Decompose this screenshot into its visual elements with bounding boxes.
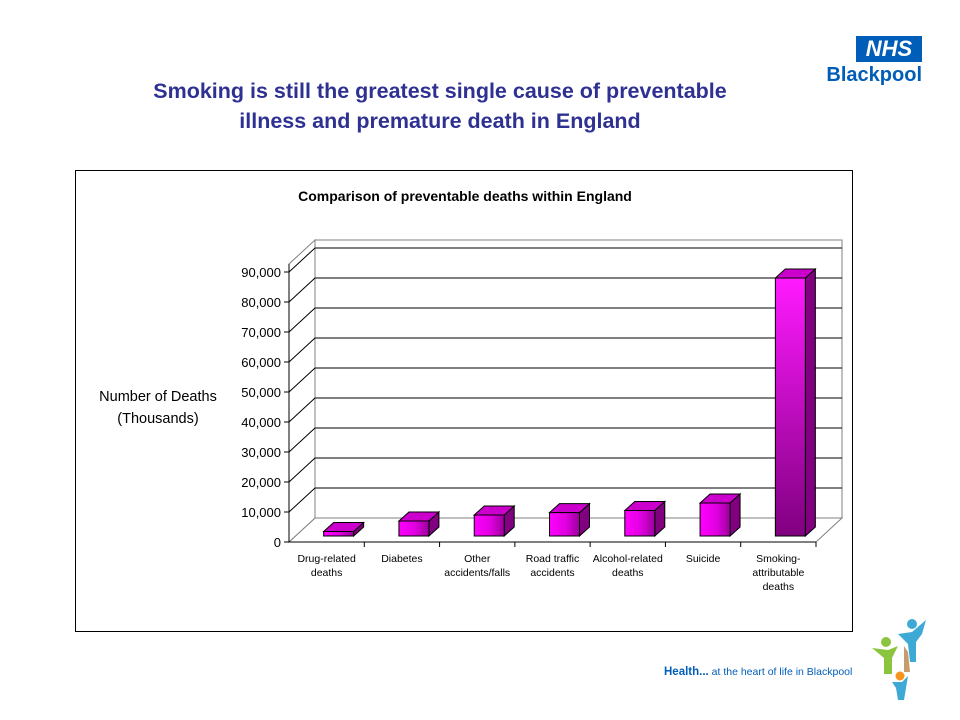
tagline-bold: Health...: [664, 666, 709, 678]
x-tick-label: Alcohol-related: [593, 553, 663, 565]
bar-front: [624, 510, 656, 537]
y-tick-label: 50,000: [241, 385, 281, 400]
bar: [397, 510, 441, 538]
bar-front: [323, 531, 355, 537]
bar: [472, 504, 516, 538]
bar-front: [699, 502, 731, 537]
x-tick-label: Drug-related: [297, 553, 356, 565]
x-tick-label: deaths: [763, 581, 795, 593]
x-tick-label: attributable: [752, 567, 804, 579]
y-tick-label: 30,000: [241, 445, 281, 460]
bar-front: [774, 277, 806, 537]
y-tick-label: 40,000: [241, 415, 281, 430]
y-tick-label: 90,000: [241, 265, 281, 280]
bar-front: [398, 520, 430, 537]
nhs-badge: NHS: [856, 36, 922, 62]
bar: [774, 267, 817, 538]
bar: [322, 521, 365, 538]
x-tick-label: deaths: [612, 567, 644, 579]
gridline: [288, 487, 842, 513]
health-people-logo: [872, 619, 926, 700]
bar: [623, 500, 667, 538]
chart-title: Comparison of preventable deaths within …: [298, 188, 632, 204]
nhs-org-name: Blackpool: [826, 64, 922, 86]
y-tick-label: 20,000: [241, 475, 281, 490]
slide-title-line-2: illness and premature death in England: [239, 109, 641, 133]
bar-chart: Comparison of preventable deaths within …: [99, 188, 844, 593]
x-tick-label: Other: [464, 553, 491, 565]
y-tick-label: 70,000: [241, 325, 281, 340]
y-tick-label: 80,000: [241, 295, 281, 310]
gridline: [288, 307, 842, 333]
y-tick-label: 60,000: [241, 355, 281, 370]
x-tick-label: Diabetes: [381, 553, 422, 565]
gridline: [288, 277, 842, 303]
y-tick-label: 0: [274, 535, 281, 550]
nhs-blackpool-logo: NHS Blackpool: [822, 36, 926, 92]
bar-front: [549, 512, 580, 537]
y-tick-label: 10,000: [241, 505, 281, 520]
gridline: [288, 457, 842, 483]
slide-title: Smoking is still the greatest single cau…: [20, 76, 860, 136]
x-tick-label: accidents: [530, 567, 574, 579]
bar-front: [473, 514, 505, 537]
bar: [698, 492, 742, 538]
plot-area: 0 10,000 20,000 30,000 40,000 50,000 60,000 70,…: [241, 238, 844, 593]
bar: [548, 502, 591, 538]
gridline: [288, 427, 842, 453]
y-axis-label-line-2: (Thousands): [117, 411, 198, 427]
gridline: [288, 397, 842, 423]
x-tick-label: Suicide: [686, 553, 721, 565]
tagline-rest: at the heart of life in Blackpool: [711, 666, 853, 678]
x-tick-label: Road traffic: [526, 553, 580, 565]
x-tick-label: accidents/falls: [444, 567, 510, 579]
plot-side-wall: [288, 238, 316, 544]
x-tick-label: Smoking-: [756, 553, 801, 565]
x-tick-label: deaths: [311, 567, 343, 579]
footer-tagline: Health... at the heart of life in Blackp…: [664, 666, 852, 678]
slide-title-line-1: Smoking is still the greatest single cau…: [153, 79, 727, 103]
gridline: [288, 367, 842, 393]
chart-frame: Comparison of preventable deaths within …: [75, 170, 853, 632]
bar-side: [804, 267, 816, 538]
gridline: [288, 247, 842, 273]
plot-back-wall: [314, 239, 843, 519]
gridline: [288, 337, 842, 363]
y-axis-label-line-1: Number of Deaths: [99, 389, 217, 405]
